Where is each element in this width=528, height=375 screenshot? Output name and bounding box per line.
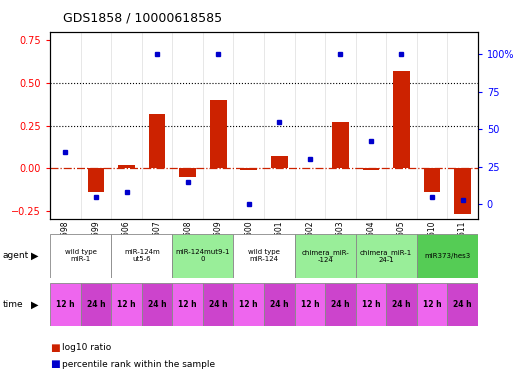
Text: 24 h: 24 h <box>392 300 411 309</box>
Text: 12 h: 12 h <box>423 300 441 309</box>
Bar <box>264 283 295 326</box>
Text: time: time <box>3 300 23 309</box>
Text: log10 ratio: log10 ratio <box>62 344 111 352</box>
Text: 24 h: 24 h <box>331 300 350 309</box>
Bar <box>149 114 165 168</box>
Bar <box>417 283 447 326</box>
Bar <box>386 283 417 326</box>
Bar <box>111 283 142 326</box>
Text: 12 h: 12 h <box>362 300 380 309</box>
Bar <box>233 283 264 326</box>
Bar <box>271 156 288 168</box>
Text: 24 h: 24 h <box>148 300 166 309</box>
Bar <box>240 168 257 170</box>
Text: percentile rank within the sample: percentile rank within the sample <box>62 360 215 369</box>
Text: wild type
miR-124: wild type miR-124 <box>248 249 280 262</box>
Bar <box>118 165 135 168</box>
Bar <box>172 283 203 326</box>
Bar <box>423 168 440 192</box>
Bar <box>142 283 172 326</box>
Bar <box>210 100 227 168</box>
Text: miR-124m
ut5-6: miR-124m ut5-6 <box>124 249 159 262</box>
Text: 24 h: 24 h <box>453 300 472 309</box>
Bar <box>50 234 111 278</box>
Text: 24 h: 24 h <box>87 300 105 309</box>
Text: 24 h: 24 h <box>209 300 228 309</box>
Text: 12 h: 12 h <box>178 300 197 309</box>
Text: miR373/hes3: miR373/hes3 <box>424 253 470 259</box>
Bar <box>356 283 386 326</box>
Bar <box>81 283 111 326</box>
Text: ■: ■ <box>50 343 60 353</box>
Text: 12 h: 12 h <box>56 300 75 309</box>
Bar <box>332 122 349 168</box>
Text: 24 h: 24 h <box>270 300 289 309</box>
Text: wild type
miR-1: wild type miR-1 <box>65 249 97 262</box>
Bar <box>447 283 478 326</box>
Bar <box>356 234 417 278</box>
Text: ■: ■ <box>50 360 60 369</box>
Bar <box>88 168 105 192</box>
Bar <box>454 168 471 214</box>
Text: agent: agent <box>3 251 29 260</box>
Bar <box>203 283 233 326</box>
Bar <box>111 234 172 278</box>
Bar <box>393 71 410 168</box>
Bar <box>363 168 379 170</box>
Bar <box>172 234 233 278</box>
Text: ▶: ▶ <box>31 300 38 310</box>
Bar <box>179 168 196 177</box>
Bar <box>295 234 356 278</box>
Text: 12 h: 12 h <box>239 300 258 309</box>
Text: 12 h: 12 h <box>300 300 319 309</box>
Text: chimera_miR-1
24-1: chimera_miR-1 24-1 <box>360 249 412 263</box>
Bar <box>325 283 356 326</box>
Bar <box>50 283 81 326</box>
Bar <box>233 234 295 278</box>
Text: chimera_miR-
-124: chimera_miR- -124 <box>301 249 349 263</box>
Text: 12 h: 12 h <box>117 300 136 309</box>
Bar <box>295 283 325 326</box>
Text: miR-124mut9-1
0: miR-124mut9-1 0 <box>176 249 230 262</box>
Text: GDS1858 / 10000618585: GDS1858 / 10000618585 <box>63 11 222 24</box>
Text: ▶: ▶ <box>31 251 38 261</box>
Bar <box>417 234 478 278</box>
